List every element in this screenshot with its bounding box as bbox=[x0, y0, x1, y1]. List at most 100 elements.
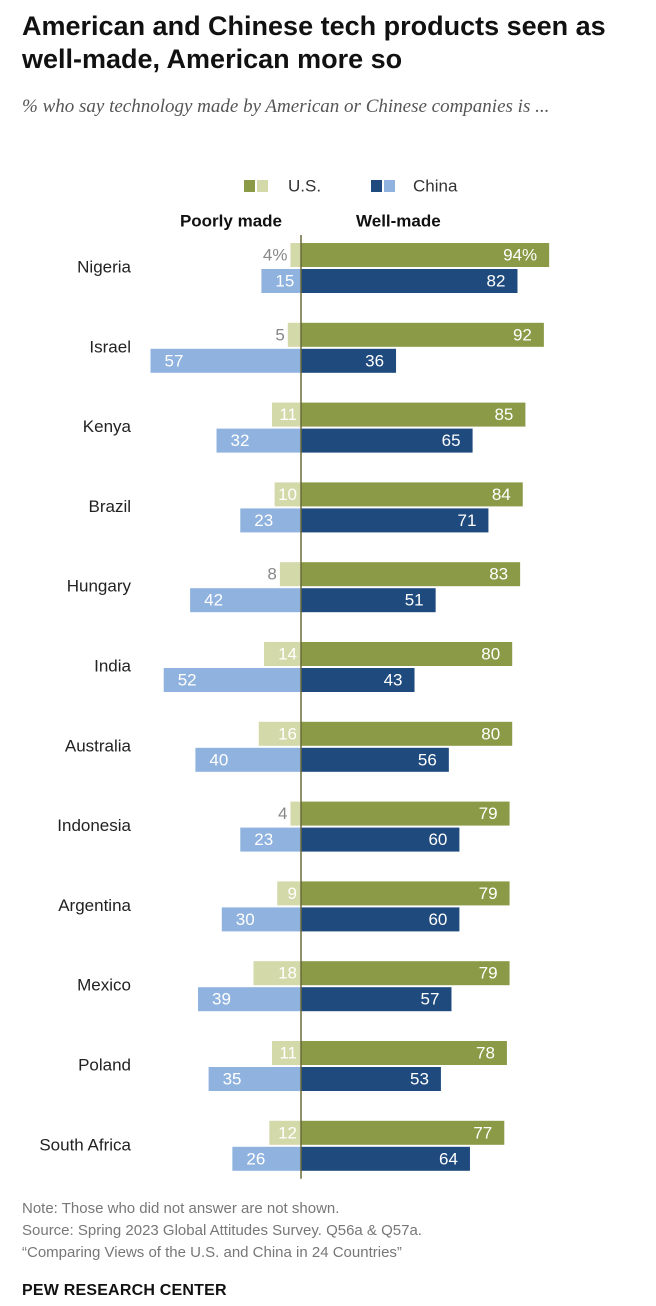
data-label-china-well-made: 60 bbox=[428, 910, 447, 929]
data-label-us-poorly-made: 11 bbox=[279, 405, 297, 424]
data-label-us-well-made: 94% bbox=[503, 246, 537, 265]
bar-us-well-made bbox=[301, 1120, 505, 1145]
bar-china-poorly-made bbox=[195, 747, 301, 772]
category-label: Brazil bbox=[88, 497, 131, 516]
brand-logo-text: PEW RESEARCH CENTER bbox=[22, 1282, 227, 1299]
data-label-china-well-made: 65 bbox=[442, 431, 461, 450]
category-label: Mexico bbox=[77, 976, 131, 995]
data-label-us-poorly-made: 9 bbox=[288, 884, 297, 903]
bar-china-poorly-made bbox=[208, 1067, 301, 1091]
bar-us-well-made bbox=[301, 961, 510, 986]
legend-label-us: U.S. bbox=[288, 177, 321, 196]
bar-us-poorly-made bbox=[290, 801, 301, 826]
data-label-us-well-made: 84 bbox=[492, 485, 511, 504]
legend-swatch-china-poor bbox=[384, 180, 395, 192]
legend-swatch-china-well bbox=[371, 180, 382, 192]
bar-us-well-made bbox=[301, 562, 521, 587]
category-label: Kenya bbox=[83, 417, 132, 436]
bar-us-poorly-made bbox=[287, 322, 301, 347]
data-label-china-poorly-made: 26 bbox=[246, 1149, 265, 1168]
data-label-china-well-made: 64 bbox=[439, 1149, 458, 1168]
data-label-china-poorly-made: 52 bbox=[178, 671, 197, 690]
category-label: Australia bbox=[65, 736, 132, 755]
data-label-us-well-made: 85 bbox=[494, 405, 513, 424]
header-well-made: Well-made bbox=[356, 212, 441, 231]
data-label-us-poorly-made: 16 bbox=[278, 724, 297, 743]
bar-china-well-made bbox=[301, 827, 460, 852]
data-label-china-poorly-made: 57 bbox=[165, 351, 184, 370]
data-label-china-poorly-made: 30 bbox=[236, 910, 255, 929]
data-label-china-poorly-made: 23 bbox=[254, 511, 273, 530]
data-label-us-poorly-made: 11 bbox=[279, 1044, 297, 1063]
data-label-us-poorly-made: 14 bbox=[278, 645, 297, 664]
bar-china-well-made bbox=[301, 588, 436, 613]
bar-us-poorly-made bbox=[290, 243, 301, 267]
chart-subtitle: % who say technology made by American or… bbox=[22, 96, 550, 117]
bar-us-well-made bbox=[301, 1041, 507, 1065]
bar-china-well-made bbox=[301, 348, 397, 373]
bar-us-poorly-made bbox=[279, 562, 301, 587]
bar-china-poorly-made bbox=[190, 588, 301, 613]
data-label-us-well-made: 92 bbox=[513, 325, 532, 344]
bar-us-well-made bbox=[301, 801, 510, 826]
bar-china-poorly-made bbox=[163, 668, 301, 692]
bar-us-well-made bbox=[301, 322, 544, 347]
data-label-us-well-made: 78 bbox=[476, 1044, 495, 1063]
bar-china-well-made bbox=[301, 428, 473, 453]
data-label-us-well-made: 79 bbox=[479, 804, 498, 823]
category-label: Israel bbox=[89, 337, 131, 356]
data-label-china-poorly-made: 35 bbox=[223, 1070, 242, 1089]
data-label-us-well-made: 77 bbox=[473, 1123, 492, 1142]
bar-china-poorly-made bbox=[150, 348, 301, 373]
data-label-china-well-made: 60 bbox=[428, 830, 447, 849]
bar-us-poorly-made bbox=[271, 1041, 301, 1065]
data-label-us-well-made: 79 bbox=[479, 964, 498, 983]
data-label-china-poorly-made: 15 bbox=[275, 272, 294, 291]
bar-us-poorly-made bbox=[258, 721, 301, 746]
bar-china-poorly-made bbox=[261, 269, 301, 293]
chart-footer: Note: Those who did not answer are not s… bbox=[22, 1198, 642, 1264]
bar-china-poorly-made bbox=[198, 987, 301, 1012]
bar-china-well-made bbox=[301, 1146, 470, 1171]
data-label-us-well-made: 79 bbox=[479, 884, 498, 903]
bar-us-poorly-made bbox=[253, 961, 301, 986]
legend-swatch-us-well bbox=[244, 180, 255, 192]
data-label-us-poorly-made: 18 bbox=[278, 964, 297, 983]
category-label: Indonesia bbox=[57, 816, 131, 835]
bar-china-well-made bbox=[301, 508, 489, 533]
data-label-us-poorly-made: 12 bbox=[278, 1123, 297, 1142]
bar-china-well-made bbox=[301, 907, 460, 932]
data-label-china-poorly-made: 40 bbox=[209, 750, 228, 769]
legend-label-china: China bbox=[413, 177, 458, 196]
category-label: Hungary bbox=[67, 577, 132, 596]
bar-china-poorly-made bbox=[221, 907, 301, 932]
bar-china-poorly-made bbox=[240, 827, 301, 852]
data-label-us-poorly-made: 4% bbox=[263, 246, 288, 265]
bar-china-well-made bbox=[301, 1067, 441, 1091]
bar-china-poorly-made bbox=[216, 428, 301, 453]
category-label: Poland bbox=[78, 1056, 131, 1075]
data-label-china-poorly-made: 23 bbox=[254, 830, 273, 849]
bar-us-poorly-made bbox=[269, 1120, 301, 1145]
bar-us-poorly-made bbox=[277, 881, 301, 906]
data-label-us-poorly-made: 4 bbox=[278, 804, 287, 823]
data-label-china-well-made: 82 bbox=[487, 272, 506, 291]
bar-us-well-made bbox=[301, 482, 523, 507]
bar-us-well-made bbox=[301, 642, 513, 666]
bar-us-poorly-made bbox=[271, 402, 301, 427]
data-label-china-poorly-made: 32 bbox=[231, 431, 250, 450]
category-label: India bbox=[94, 657, 131, 676]
data-label-china-well-made: 53 bbox=[410, 1070, 429, 1089]
data-label-us-well-made: 83 bbox=[489, 565, 508, 584]
data-label-us-poorly-made: 10 bbox=[278, 485, 297, 504]
data-label-china-poorly-made: 42 bbox=[204, 591, 223, 610]
data-label-china-well-made: 36 bbox=[365, 351, 384, 370]
data-label-china-well-made: 43 bbox=[384, 671, 403, 690]
bar-china-well-made bbox=[301, 987, 452, 1012]
bar-us-well-made bbox=[301, 721, 513, 746]
bar-us-poorly-made bbox=[264, 642, 301, 666]
bar-china-well-made bbox=[301, 747, 449, 772]
bar-china-well-made bbox=[301, 668, 415, 692]
data-label-us-poorly-made: 8 bbox=[267, 565, 276, 584]
